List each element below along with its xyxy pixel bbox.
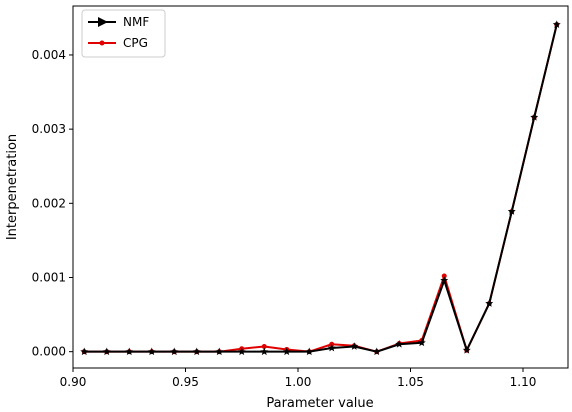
legend-label-nmf: NMF [123, 15, 149, 29]
legend-marker-cpg [99, 40, 105, 46]
plot-frame [72, 5, 569, 369]
data-point-nmf [237, 347, 246, 356]
y-tick-label: 0.002 [32, 196, 66, 210]
data-point-nmf [102, 347, 111, 356]
x-tick-label: 0.90 [60, 375, 87, 389]
data-point-nmf [80, 347, 89, 356]
legend: NMF CPG [81, 9, 166, 58]
data-point-nmf [462, 346, 471, 354]
data-point-nmf [485, 299, 494, 307]
data-point-nmf [260, 347, 269, 356]
data-point-nmf [305, 347, 314, 356]
data-point-nmf [372, 347, 381, 356]
x-tick-label: 1.05 [397, 375, 424, 389]
y-tick-label: 0.003 [32, 122, 66, 136]
y-tick-label: 0.004 [32, 48, 66, 62]
data-point-nmf [417, 338, 426, 347]
y-tick-label: 0.001 [32, 271, 66, 285]
series-nmf [80, 20, 561, 356]
data-point-nmf [192, 347, 201, 356]
data-point-nmf [507, 207, 516, 215]
data-point-cpg [261, 343, 267, 349]
data-point-nmf [170, 347, 179, 356]
x-axis-label: Parameter value [266, 396, 373, 411]
data-point-nmf [530, 113, 539, 121]
data-point-nmf [327, 343, 336, 352]
data-point-nmf [125, 347, 134, 356]
data-point-cpg [441, 273, 447, 279]
y-axis-ticks: 0.000 0.001 0.002 0.003 0.004 [32, 48, 73, 359]
series-line-nmf [84, 24, 558, 353]
data-point-nmf [350, 342, 359, 350]
data-point-nmf [552, 20, 561, 28]
data-point-nmf [282, 347, 291, 356]
legend-label-cpg: CPG [123, 36, 148, 50]
y-tick-label: 0.000 [32, 345, 66, 359]
series-layer [80, 20, 561, 356]
data-point-nmf [215, 347, 224, 356]
x-tick-label: 1.00 [285, 375, 312, 389]
legend-marker-nmf [98, 17, 108, 27]
data-point-nmf [440, 276, 449, 284]
x-tick-label: 1.10 [510, 375, 537, 389]
data-point-nmf [395, 340, 404, 348]
x-axis-ticks: 0.90 0.95 1.00 1.05 1.10 [60, 368, 537, 389]
x-tick-label: 0.95 [172, 375, 199, 389]
y-axis-label: Interpenetration [5, 134, 20, 240]
data-point-nmf [147, 347, 156, 356]
